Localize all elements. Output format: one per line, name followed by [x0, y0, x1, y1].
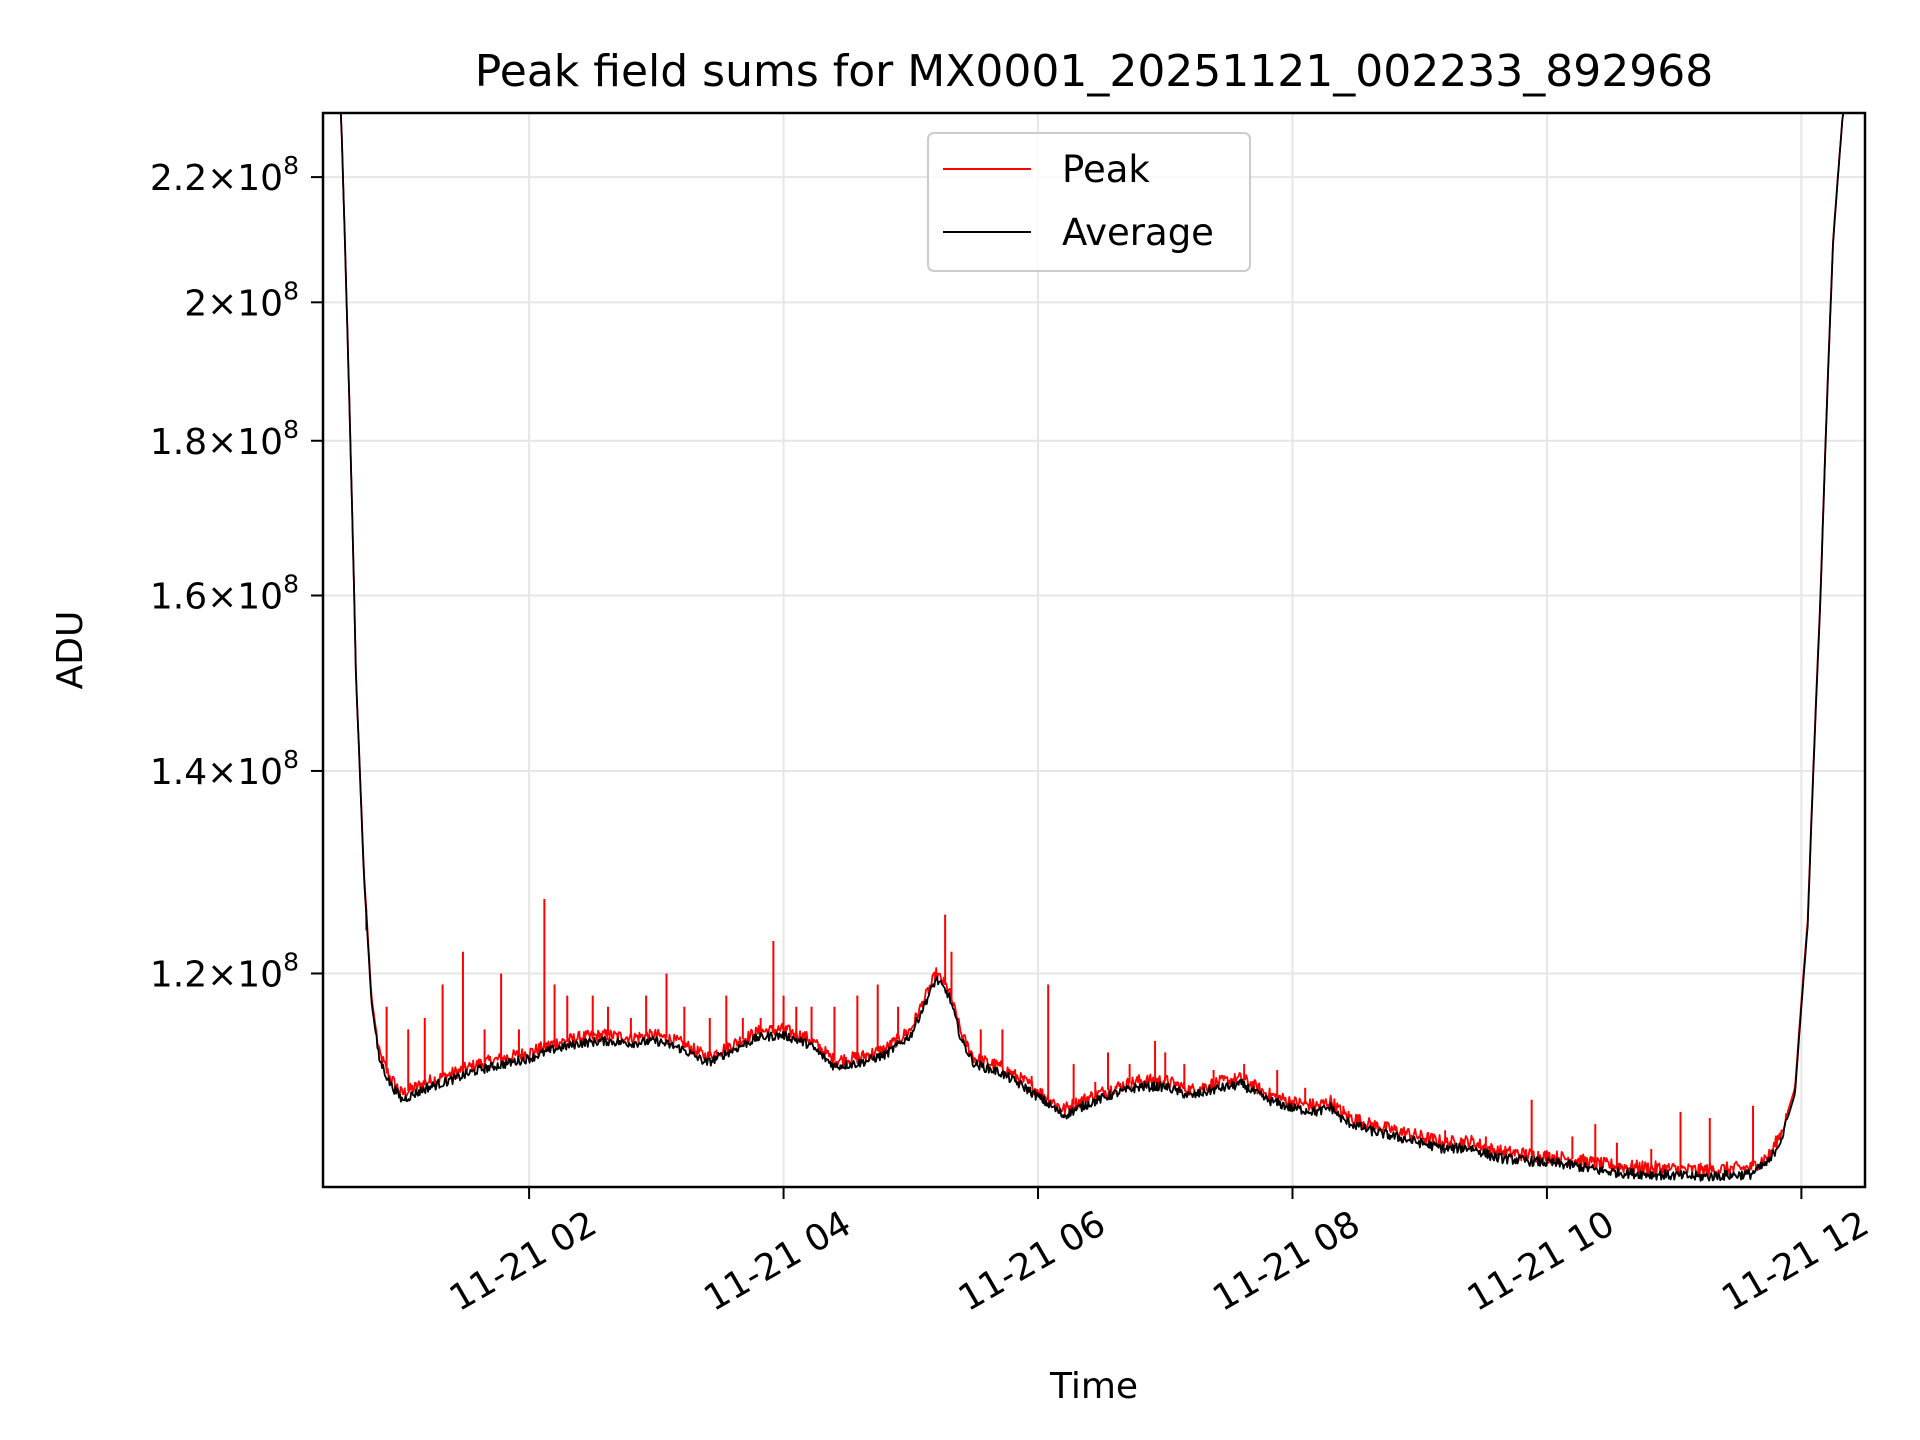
- y-tick-mantissa: 1.6: [150, 577, 207, 618]
- y-tick-label: 1.2×108: [150, 947, 299, 995]
- y-tick-times: ×10: [207, 422, 283, 463]
- y-tick-label: 2.2×108: [150, 151, 299, 199]
- y-axis-label: ADU: [50, 611, 91, 690]
- chart-title: Peak field sums for MX0001_20251121_0022…: [475, 46, 1713, 97]
- y-tick-times: ×10: [207, 752, 283, 793]
- y-tick-exponent: 8: [283, 745, 299, 774]
- y-tick-label: 1.4×108: [150, 745, 299, 793]
- legend-label-peak: Peak: [1062, 148, 1150, 191]
- plot-frame: [321, 111, 1867, 1189]
- y-tick-times: ×10: [207, 577, 283, 618]
- y-tick-label: 2×108: [184, 276, 299, 324]
- y-tick-exponent: 8: [283, 415, 299, 444]
- y-tick-exponent: 8: [283, 570, 299, 599]
- y-tick-times: ×10: [207, 954, 283, 995]
- x-axis-label: Time: [1049, 1366, 1138, 1407]
- y-tick-mantissa: 2: [184, 283, 207, 324]
- series-group: [339, 113, 1845, 1182]
- y-tick-mantissa: 1.8: [150, 422, 207, 463]
- y-tick-exponent: 8: [283, 151, 299, 180]
- legend: Peak Average: [927, 132, 1251, 272]
- y-tick-exponent: 8: [283, 276, 299, 305]
- legend-box: [927, 132, 1251, 272]
- y-tick-label: 1.6×108: [150, 570, 299, 618]
- y-tick-times: ×10: [207, 283, 283, 324]
- series-line-average: [339, 113, 1845, 1182]
- y-tick-mantissa: 1.4: [150, 752, 207, 793]
- legend-label-average: Average: [1062, 211, 1214, 254]
- series-layer: [339, 113, 1845, 1182]
- y-tick-label: 1.8×108: [150, 415, 299, 463]
- y-tick-mantissa: 1.2: [150, 954, 207, 995]
- y-tick-mantissa: 2.2: [150, 158, 207, 199]
- y-tick-exponent: 8: [283, 947, 299, 976]
- y-tick-times: ×10: [207, 158, 283, 199]
- grid: [323, 113, 1865, 1187]
- series-line-peak: [339, 113, 1845, 1178]
